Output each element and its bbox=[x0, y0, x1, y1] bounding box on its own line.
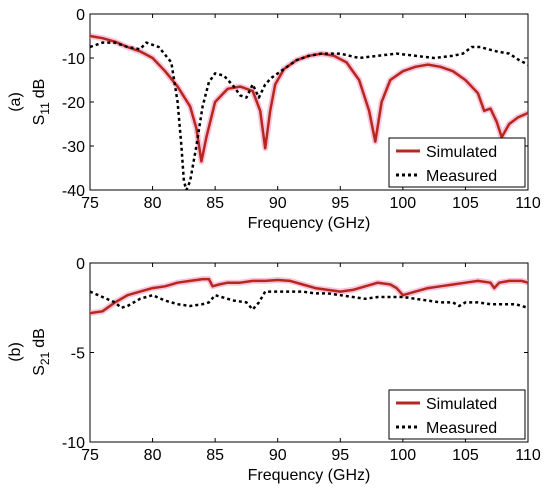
xtick-label-b: 75 bbox=[81, 447, 99, 464]
legend-box-b bbox=[388, 389, 526, 440]
xtick-label-b: 90 bbox=[269, 447, 287, 464]
ylabel-a-main: S bbox=[31, 115, 48, 126]
axes-ticks-b: 75 80 85 90 95 100 105 110 0 -5 -10 bbox=[62, 256, 541, 464]
ylabel-b-unit: dB bbox=[31, 328, 48, 348]
ytick-label-a: -20 bbox=[62, 95, 85, 112]
axes-ticks-a: 75 80 85 90 95 100 105 110 0 -10 -20 -30 -40 bbox=[62, 7, 541, 212]
legend-label-measured-b: Measured bbox=[426, 420, 497, 437]
xtick-label-a: 75 bbox=[81, 195, 99, 212]
ytick-label-b: -5 bbox=[71, 346, 85, 363]
ytick-label-a: 0 bbox=[76, 7, 85, 24]
xtick-label-b: 100 bbox=[390, 447, 417, 464]
panel-label-b: (b) bbox=[7, 342, 24, 362]
svg-text:S11dB: S11 dB bbox=[31, 79, 52, 126]
xtick-label-a: 95 bbox=[331, 195, 349, 212]
xlabel-a: Frequency (GHz) bbox=[248, 215, 371, 232]
xtick-label-b: 105 bbox=[452, 447, 479, 464]
xtick-label-a: 85 bbox=[206, 195, 224, 212]
xtick-label-b: 95 bbox=[331, 447, 349, 464]
ylabel-b: S21 dB bbox=[31, 328, 52, 376]
ylabel-b-main: S bbox=[31, 365, 48, 376]
xlabel-b: Frequency (GHz) bbox=[248, 467, 371, 484]
xtick-label-a: 105 bbox=[452, 195, 479, 212]
panel-label-a: (a) bbox=[7, 92, 24, 112]
ylabel-a: S11 dB bbox=[31, 79, 52, 126]
xtick-label-b: 80 bbox=[144, 447, 162, 464]
series-group-a bbox=[90, 33, 528, 190]
xtick-label-a: 80 bbox=[144, 195, 162, 212]
legend-box-a bbox=[388, 137, 526, 188]
legend-a: Simulated Measured bbox=[388, 137, 526, 188]
legend-b: Simulated Measured bbox=[388, 389, 526, 440]
ytick-label-a: -10 bbox=[62, 51, 85, 68]
ytick-label-b: -10 bbox=[62, 435, 85, 452]
ytick-label-a: -30 bbox=[62, 139, 85, 156]
svg-text:S21dB: S21 dB bbox=[31, 328, 52, 376]
series-simulated-line-b bbox=[90, 277, 528, 315]
xtick-label-b: 85 bbox=[206, 447, 224, 464]
xtick-label-a: 110 bbox=[515, 195, 541, 212]
xtick-label-a: 100 bbox=[390, 195, 417, 212]
ytick-label-b: 0 bbox=[76, 256, 85, 273]
panel-a: 75 80 85 90 95 100 105 110 0 -10 -20 -30 -40 Frequen… bbox=[7, 7, 541, 232]
ytick-label-a: -40 bbox=[62, 183, 85, 200]
ylabel-a-sub: 11 bbox=[38, 102, 52, 115]
legend-label-measured-a: Measured bbox=[426, 168, 497, 185]
series-group-b bbox=[90, 276, 528, 317]
legend-label-simulated-a: Simulated bbox=[426, 144, 497, 161]
ylabel-b-sub: 21 bbox=[38, 351, 52, 365]
series-measured-line-b bbox=[90, 290, 528, 311]
panel-b: 75 80 85 90 95 100 105 110 0 -5 -10 Frequency (GHz… bbox=[7, 256, 541, 484]
legend-label-simulated-b: Simulated bbox=[426, 396, 497, 413]
ylabel-a-unit: dB bbox=[31, 79, 48, 99]
xtick-label-a: 90 bbox=[269, 195, 287, 212]
xtick-label-b: 110 bbox=[515, 447, 541, 464]
